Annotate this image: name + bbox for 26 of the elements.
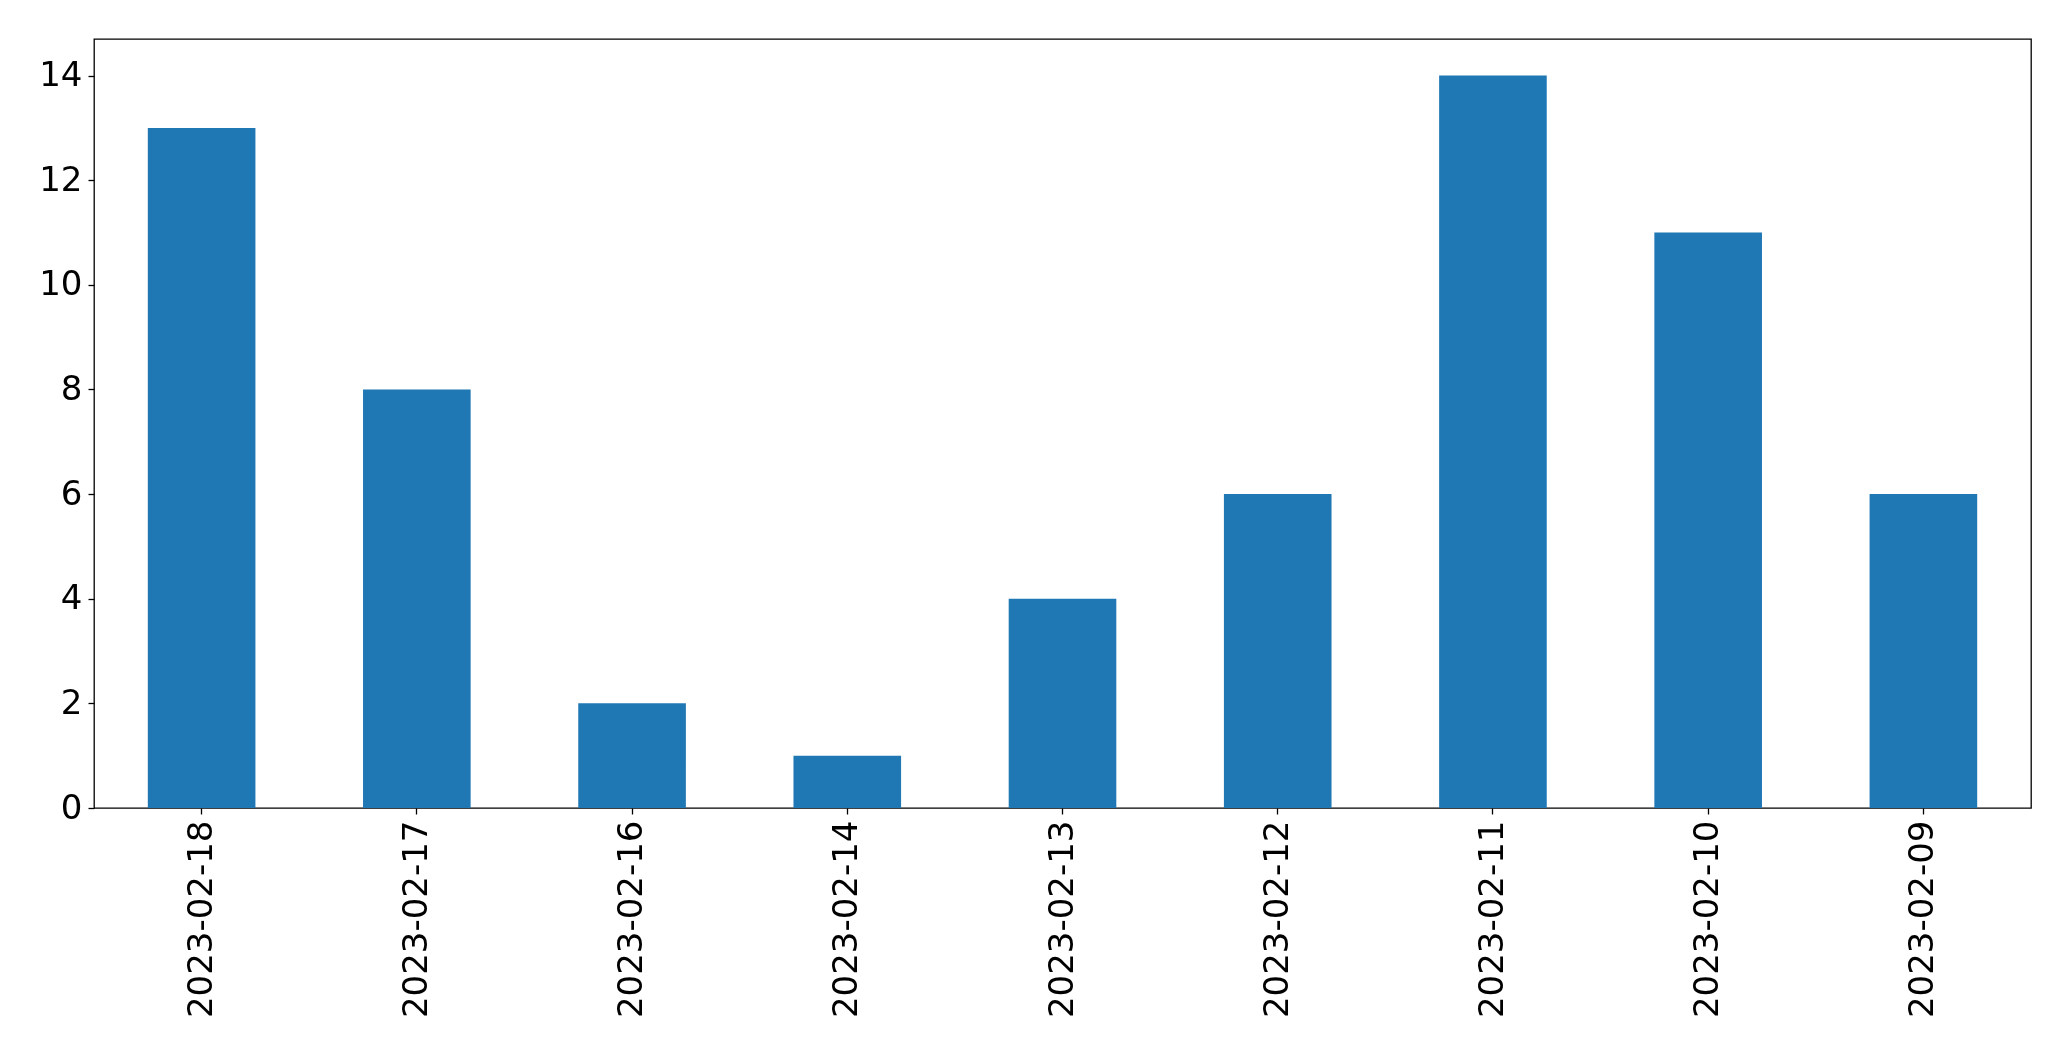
bar: [578, 703, 686, 808]
bar: [1439, 75, 1547, 808]
y-tick-label: 2: [60, 681, 83, 722]
bar: [1223, 494, 1332, 808]
y-tick-label: 8: [60, 368, 83, 408]
bar: [1654, 232, 1762, 808]
x-tick-label: 2023-02-18: [179, 820, 220, 1019]
x-tick-label: 2023-02-14: [825, 820, 866, 1019]
y-tick-label: 4: [60, 577, 83, 618]
bar: [363, 389, 471, 808]
y-tick-label: 12: [39, 158, 83, 199]
y-tick-label: 14: [39, 54, 83, 95]
bar: [1008, 598, 1117, 808]
x-tick-label: 2023-02-11: [1470, 820, 1511, 1019]
bar: [1869, 494, 1978, 808]
bar: [793, 755, 902, 808]
x-tick-label: 2023-02-17: [394, 820, 435, 1019]
y-tick-label: 0: [60, 786, 83, 827]
x-tick-label: 2023-02-16: [610, 820, 651, 1019]
x-tick-label: 2023-02-13: [1040, 820, 1081, 1019]
x-tick-label: 2023-02-09: [1901, 820, 1942, 1019]
y-tick-label: 6: [60, 472, 83, 513]
y-tick-label: 10: [39, 263, 83, 304]
bar: [147, 127, 256, 808]
x-tick-label: 2023-02-12: [1255, 820, 1296, 1019]
x-tick-label: 2023-02-10: [1686, 820, 1727, 1019]
